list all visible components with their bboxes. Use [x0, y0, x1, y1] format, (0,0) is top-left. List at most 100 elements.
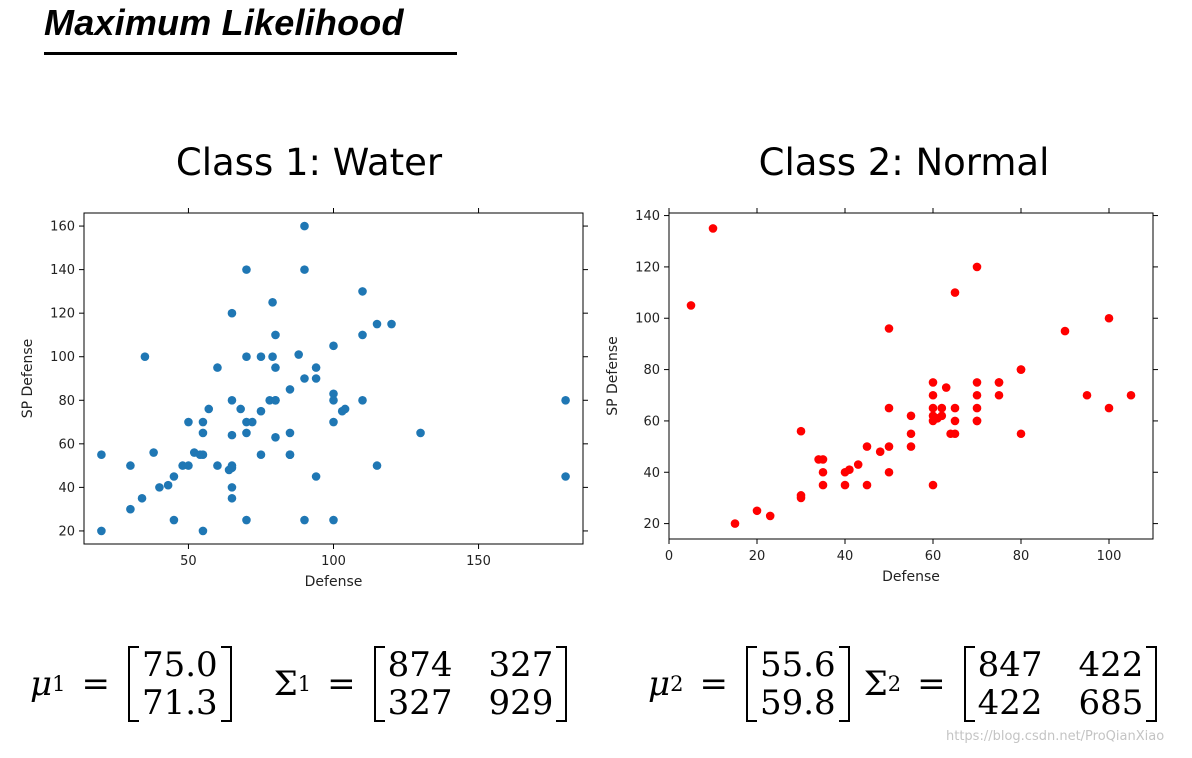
equals-sign: = — [327, 664, 356, 704]
x-tick-label: 50 — [180, 554, 197, 569]
data-point — [329, 395, 338, 405]
data-point — [204, 404, 214, 414]
data-point — [97, 526, 106, 536]
data-point — [884, 403, 894, 413]
data-point — [300, 515, 309, 525]
data-point — [236, 404, 245, 414]
data-point — [268, 297, 277, 307]
sigma-symbol: Σ — [863, 664, 888, 704]
sigma-superscript: 2 — [887, 672, 902, 696]
data-point — [730, 519, 740, 528]
equals-sign: = — [699, 664, 728, 704]
data-point — [311, 374, 321, 383]
data-point — [198, 526, 208, 536]
data-point — [184, 461, 193, 470]
data-point — [213, 461, 222, 470]
data-point — [163, 480, 173, 490]
data-point — [928, 390, 938, 400]
data-point — [972, 378, 982, 387]
data-point — [340, 404, 350, 414]
data-point — [1082, 390, 1092, 400]
data-point — [845, 465, 854, 474]
data-point — [300, 265, 309, 274]
data-point — [329, 417, 338, 427]
data-point — [285, 450, 295, 460]
equals-sign: = — [917, 664, 946, 704]
y-tick-label: 120 — [635, 260, 660, 275]
watermark: https://blog.csdn.net/ProQianXiao — [946, 729, 1165, 744]
data-point — [227, 493, 237, 503]
data-point — [686, 301, 696, 310]
x-tick-label: 150 — [466, 554, 491, 569]
y-tick-label: 40 — [643, 466, 660, 481]
cov-1-11: 929 — [488, 683, 554, 723]
y-tick-label: 60 — [643, 414, 660, 429]
data-point — [285, 385, 295, 394]
equals-sign: = — [81, 664, 110, 704]
data-point — [818, 480, 828, 490]
data-point — [140, 352, 150, 362]
data-point — [126, 504, 135, 514]
data-point — [311, 363, 321, 372]
data-point — [213, 363, 222, 372]
data-point — [796, 493, 806, 503]
data-point — [950, 416, 960, 426]
covariance-matrix-1: 874 327 327 929 — [373, 645, 568, 723]
y-tick-label: 60 — [58, 437, 75, 452]
data-point — [256, 352, 266, 362]
data-point — [906, 429, 916, 439]
mu-symbol: μ — [30, 664, 53, 704]
data-point — [708, 224, 718, 233]
y-tick-label: 80 — [643, 363, 660, 378]
data-point — [97, 450, 106, 460]
data-point — [928, 480, 938, 490]
data-point — [169, 515, 179, 525]
data-point — [818, 467, 828, 477]
mu-superscript: 1 — [52, 672, 66, 696]
class1-chart-title: Class 1: Water — [175, 141, 443, 184]
data-point — [875, 447, 885, 457]
page-title: Maximum Likelihood — [44, 2, 404, 43]
data-point — [329, 341, 338, 351]
data-point — [126, 461, 135, 470]
data-point — [752, 506, 762, 516]
cov-1-00: 874 — [387, 645, 453, 685]
data-point — [137, 493, 147, 503]
data-point — [256, 450, 266, 460]
class2-scatter-plot: 0 20 40 60 80 100 20 40 60 80 100 120 140 Defense SP D… — [605, 208, 1158, 585]
y-tick-label: 160 — [50, 220, 75, 235]
data-point — [300, 374, 309, 383]
class2-chart-title: Class 2: Normal — [758, 141, 1050, 184]
y-tick-label: 40 — [58, 481, 75, 496]
y-tick-label: 140 — [635, 209, 660, 224]
y-tick-label: 100 — [635, 312, 660, 327]
data-point — [994, 390, 1004, 400]
data-point — [227, 395, 237, 405]
data-point — [271, 363, 280, 372]
data-point — [311, 472, 321, 481]
data-point — [227, 483, 237, 492]
data-point — [227, 463, 237, 473]
data-point — [972, 416, 982, 426]
mean-2-y: 59.8 — [759, 683, 836, 723]
x-tick-label: 100 — [1097, 549, 1122, 564]
data-point — [358, 287, 367, 296]
y-tick-label: 80 — [58, 394, 75, 409]
data-point — [169, 472, 179, 481]
data-point — [884, 324, 894, 333]
data-point — [198, 450, 208, 460]
data-point — [247, 417, 257, 427]
data-point — [972, 262, 982, 272]
data-point — [198, 417, 208, 427]
title-underline — [44, 52, 457, 55]
data-point — [950, 288, 960, 297]
data-point — [950, 403, 960, 413]
x-tick-label: 100 — [321, 554, 346, 569]
data-point — [372, 319, 382, 329]
data-point — [387, 319, 396, 329]
x-axis-label: Defense — [305, 574, 363, 590]
plot-frame — [668, 212, 1154, 540]
data-point — [242, 515, 251, 525]
data-point — [884, 467, 894, 477]
